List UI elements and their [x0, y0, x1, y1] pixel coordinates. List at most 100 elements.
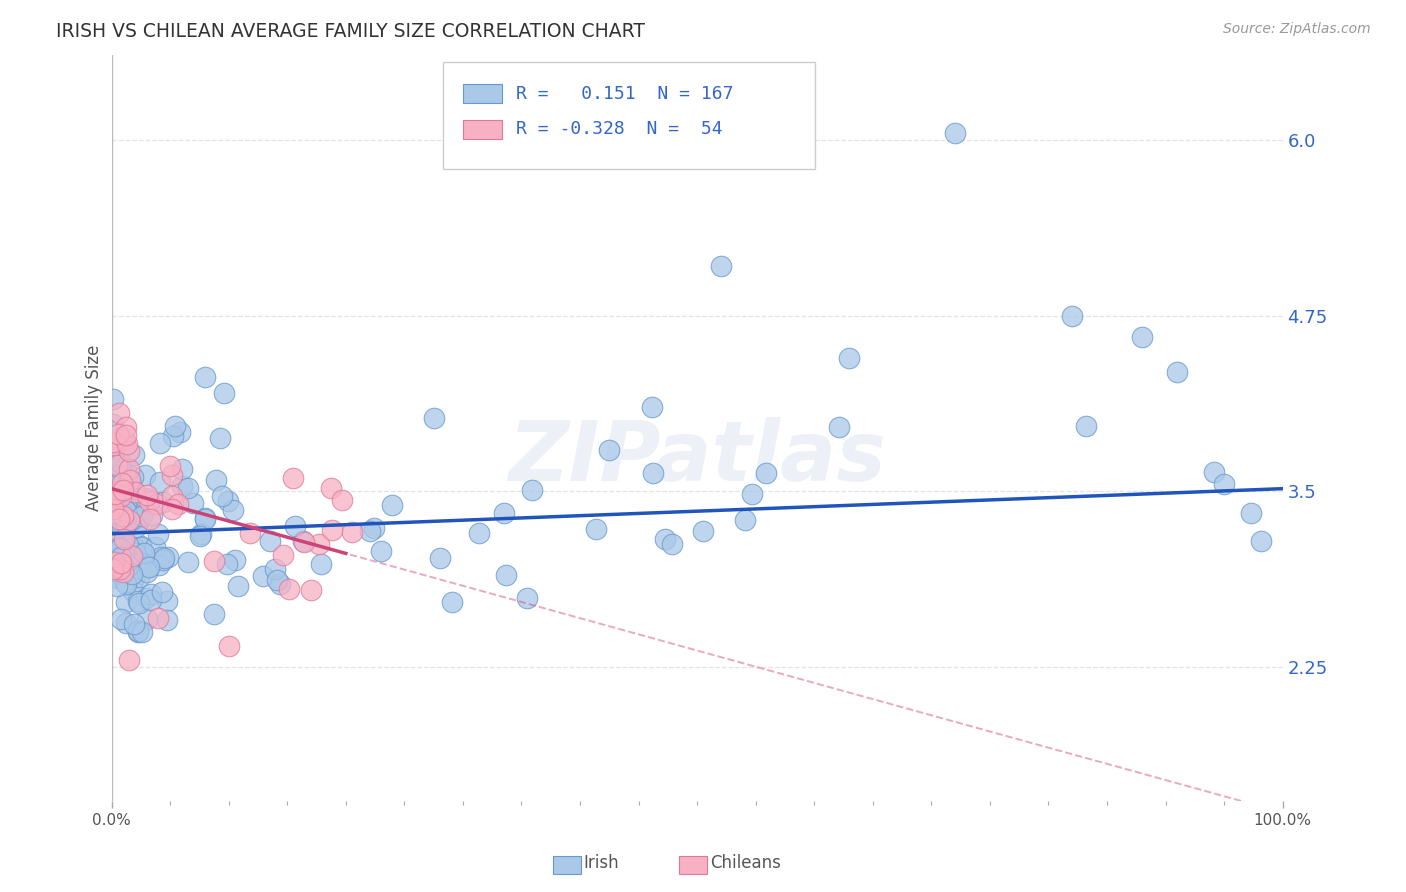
Point	[741, 486, 763, 500]
Point	[114, 420, 136, 434]
Point	[103, 438, 125, 452]
Point	[429, 551, 451, 566]
Point	[108, 488, 131, 502]
Point	[734, 513, 756, 527]
Point	[129, 541, 152, 555]
Point	[709, 260, 731, 274]
Point	[152, 552, 174, 566]
Point	[108, 549, 131, 564]
Point	[104, 509, 127, 524]
Point	[111, 475, 134, 490]
Point	[136, 559, 159, 574]
Point	[205, 473, 228, 487]
Point	[121, 567, 143, 582]
Point	[101, 417, 124, 432]
Point	[103, 490, 125, 504]
Point	[239, 525, 262, 540]
Point	[118, 474, 141, 488]
Point	[136, 488, 159, 502]
Point	[114, 574, 136, 589]
Point	[110, 456, 132, 470]
Point	[340, 524, 363, 539]
Point	[169, 425, 191, 439]
Point	[308, 537, 330, 551]
Point	[118, 653, 141, 667]
Point	[641, 400, 664, 414]
Point	[1074, 419, 1097, 434]
Point	[110, 489, 132, 503]
Point	[149, 550, 172, 565]
Point	[211, 489, 233, 503]
Point	[208, 431, 231, 445]
Point	[134, 491, 156, 505]
Point	[118, 514, 141, 528]
Point	[515, 591, 537, 605]
Point	[217, 493, 239, 508]
Point	[170, 479, 193, 493]
Point	[654, 532, 676, 546]
Text: IRISH VS CHILEAN AVERAGE FAMILY SIZE CORRELATION CHART: IRISH VS CHILEAN AVERAGE FAMILY SIZE COR…	[56, 22, 645, 41]
Point	[943, 126, 966, 140]
Point	[108, 562, 131, 576]
Point	[112, 523, 135, 537]
Point	[105, 564, 128, 578]
Point	[172, 462, 194, 476]
Point	[135, 566, 157, 580]
Point	[218, 640, 240, 654]
Point	[1130, 329, 1153, 343]
Point	[492, 506, 515, 520]
Point	[124, 485, 146, 500]
Point	[135, 612, 157, 626]
Point	[110, 556, 132, 570]
Point	[124, 546, 146, 560]
Point	[118, 462, 141, 476]
Point	[495, 567, 517, 582]
Point	[117, 495, 139, 509]
Point	[202, 607, 225, 622]
Point	[291, 533, 314, 548]
Point	[188, 529, 211, 543]
Point	[122, 540, 145, 554]
Point	[177, 482, 200, 496]
Point	[148, 611, 170, 625]
Point	[143, 540, 166, 554]
Point	[598, 442, 620, 457]
Point	[108, 407, 131, 421]
Point	[120, 565, 142, 579]
Text: ZIPatlas: ZIPatlas	[508, 417, 886, 499]
Point	[115, 550, 138, 565]
Point	[585, 522, 607, 536]
Point	[101, 551, 124, 566]
Point	[149, 436, 172, 450]
Point	[101, 450, 124, 464]
Point	[112, 483, 135, 498]
Point	[125, 520, 148, 534]
Point	[284, 519, 307, 533]
Point	[117, 558, 139, 573]
Point	[108, 512, 131, 526]
Point	[138, 494, 160, 508]
Point	[141, 508, 163, 522]
Text: R = -0.328  N =  54: R = -0.328 N = 54	[516, 120, 723, 138]
Point	[194, 369, 217, 384]
Point	[139, 593, 162, 607]
Point	[117, 538, 139, 552]
Point	[114, 433, 136, 447]
Point	[202, 554, 225, 568]
Point	[148, 558, 170, 573]
Point	[127, 625, 149, 640]
Point	[111, 508, 134, 523]
Point	[105, 507, 128, 521]
Point	[101, 479, 124, 493]
Point	[441, 595, 464, 609]
Point	[163, 418, 186, 433]
Point	[112, 532, 135, 546]
Point	[162, 429, 184, 443]
Point	[115, 516, 138, 531]
Point	[309, 557, 332, 571]
Point	[104, 515, 127, 529]
Point	[105, 469, 128, 483]
Point	[159, 458, 181, 473]
Point	[299, 582, 322, 597]
Point	[330, 493, 353, 508]
